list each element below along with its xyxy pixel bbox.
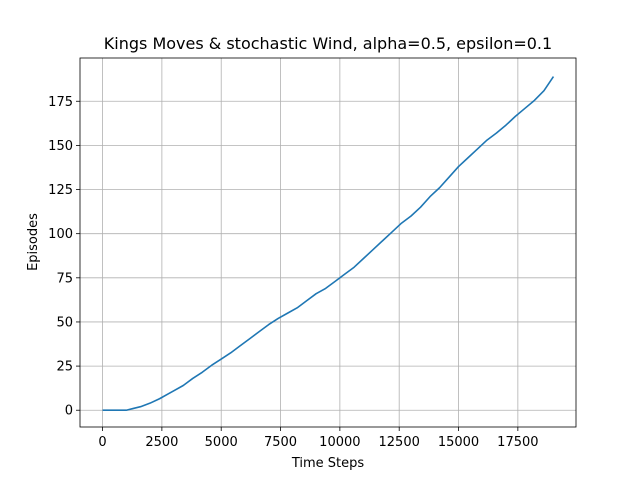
- y-tick-label: 175: [48, 95, 73, 110]
- x-axis-label: Time Steps: [291, 456, 365, 471]
- y-axis-label: Episodes: [26, 213, 41, 271]
- series-layer: [102, 76, 555, 412]
- x-tick-label: 15000: [438, 435, 479, 450]
- series-line: [102, 76, 555, 412]
- x-tick-label: 12500: [379, 435, 420, 450]
- y-tick-label: 125: [48, 183, 73, 198]
- x-tick-label: 5000: [205, 435, 238, 450]
- y-tick-label: 50: [56, 315, 73, 330]
- y-tick-label: 100: [48, 227, 73, 242]
- x-tick-label: 0: [98, 435, 106, 450]
- x-tick-label: 17500: [497, 435, 538, 450]
- y-tick-label: 25: [56, 360, 73, 375]
- plot-frame: [79, 57, 577, 428]
- x-tick-label: 10000: [319, 435, 360, 450]
- chart-title: Kings Moves & stochastic Wind, alpha=0.5…: [104, 34, 552, 53]
- ticks: 0 2500 5000 7500 10000 12500 15000 17500 0 25 50 75…: [48, 95, 538, 450]
- x-tick-label: 7500: [264, 435, 297, 450]
- x-tick-label: 2500: [145, 435, 178, 450]
- y-tick-label: 150: [48, 139, 73, 154]
- y-tick-label: 0: [65, 404, 73, 419]
- y-tick-label: 75: [56, 271, 73, 286]
- grid: [80, 58, 576, 427]
